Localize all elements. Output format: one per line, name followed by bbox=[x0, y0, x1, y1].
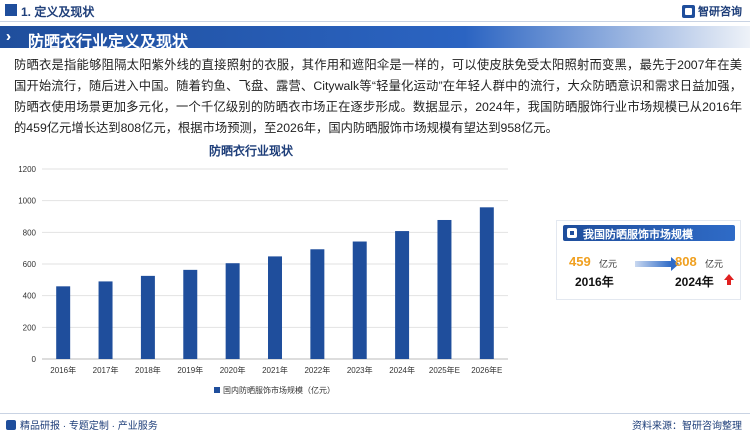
x-tick-label: 2023年 bbox=[347, 365, 373, 375]
y-tick-label: 1000 bbox=[18, 197, 36, 206]
value-2024: 808 bbox=[675, 254, 697, 269]
up-arrow-icon bbox=[724, 274, 734, 285]
bar bbox=[310, 249, 325, 359]
bar bbox=[225, 263, 240, 359]
bar-chart: 0 200 400 600 800 1000 1200 2016年 2017年 2018年 2019… bbox=[18, 165, 508, 395]
y-tick-label: 1200 bbox=[18, 165, 36, 174]
panel-title: 我国防晒服饰市场规模 bbox=[583, 229, 693, 241]
y-tick-label: 800 bbox=[23, 228, 37, 237]
section-icon bbox=[5, 4, 17, 16]
right-arrow-icon bbox=[635, 257, 679, 271]
year-2016: 2016年 bbox=[575, 275, 614, 289]
bar bbox=[140, 275, 155, 359]
x-tick-label: 2019年 bbox=[177, 365, 203, 375]
bar bbox=[352, 241, 367, 359]
bar bbox=[98, 281, 113, 359]
footer-left: 精品研报 · 专题定制 · 产业服务 bbox=[6, 417, 158, 432]
x-tick-label: 2022年 bbox=[304, 365, 330, 375]
footer-source: 资料来源：智研咨询整理 bbox=[632, 421, 742, 432]
y-tick-label: 200 bbox=[23, 323, 37, 332]
bottom-divider bbox=[0, 413, 750, 414]
year-2024: 2024年 bbox=[675, 275, 714, 289]
y-tick-label: 0 bbox=[32, 355, 37, 364]
x-tick-label: 2024年 bbox=[389, 365, 415, 375]
section-title: 1. 定义及现状 bbox=[21, 5, 95, 19]
x-tick-label: 2021年 bbox=[262, 365, 288, 375]
bar bbox=[56, 286, 71, 359]
x-tick-label: 2026年E bbox=[471, 365, 502, 375]
panel-pin-icon bbox=[567, 228, 577, 238]
x-tick-label: 2016年 bbox=[50, 365, 76, 375]
unit-2016: 亿元 bbox=[599, 259, 618, 269]
top-bar: 1. 定义及现状 智研咨询 bbox=[0, 0, 750, 22]
bar bbox=[268, 256, 282, 359]
unit-2024: 亿元 bbox=[705, 259, 724, 269]
intro-paragraph: 防晒衣是指能够阻隔太阳紫外线的直接照射的衣服，其作用和遮阳伞是一样的，可以使皮肤… bbox=[14, 58, 742, 135]
brand-logo-icon bbox=[682, 4, 695, 18]
bar bbox=[479, 207, 494, 359]
bar bbox=[437, 219, 452, 359]
footer-services: 精品研报 · 专题定制 · 产业服务 bbox=[20, 421, 158, 432]
bar bbox=[395, 231, 410, 359]
brand-name: 智研咨询 bbox=[698, 6, 742, 18]
x-tick-label: 2018年 bbox=[135, 365, 161, 375]
brand: 智研咨询 bbox=[682, 3, 742, 19]
value-2016: 459 bbox=[569, 254, 591, 269]
legend-swatch bbox=[214, 387, 220, 393]
banner-title: 防晒衣行业定义及现状 bbox=[28, 34, 189, 51]
legend-label: 国内防晒服饰市场规模（亿元） bbox=[223, 385, 335, 395]
top-divider bbox=[0, 21, 750, 22]
y-tick-label: 400 bbox=[23, 292, 37, 301]
y-tick-label: 600 bbox=[23, 260, 37, 269]
x-tick-label: 2025年E bbox=[429, 365, 460, 375]
x-tick-label: 2020年 bbox=[220, 365, 246, 375]
chart-title: 防晒衣行业现状 bbox=[209, 144, 294, 158]
market-size-panel: 我国防晒服饰市场规模 459 亿元 2016年 808 亿元 2024年 bbox=[556, 220, 741, 300]
footer-logo-icon bbox=[6, 419, 16, 430]
panel-header: 我国防晒服饰市场规模 bbox=[563, 225, 735, 241]
bar bbox=[183, 269, 198, 359]
banner: ›› 防晒衣行业定义及现状 bbox=[0, 26, 750, 51]
x-tick-label: 2017年 bbox=[93, 365, 119, 375]
